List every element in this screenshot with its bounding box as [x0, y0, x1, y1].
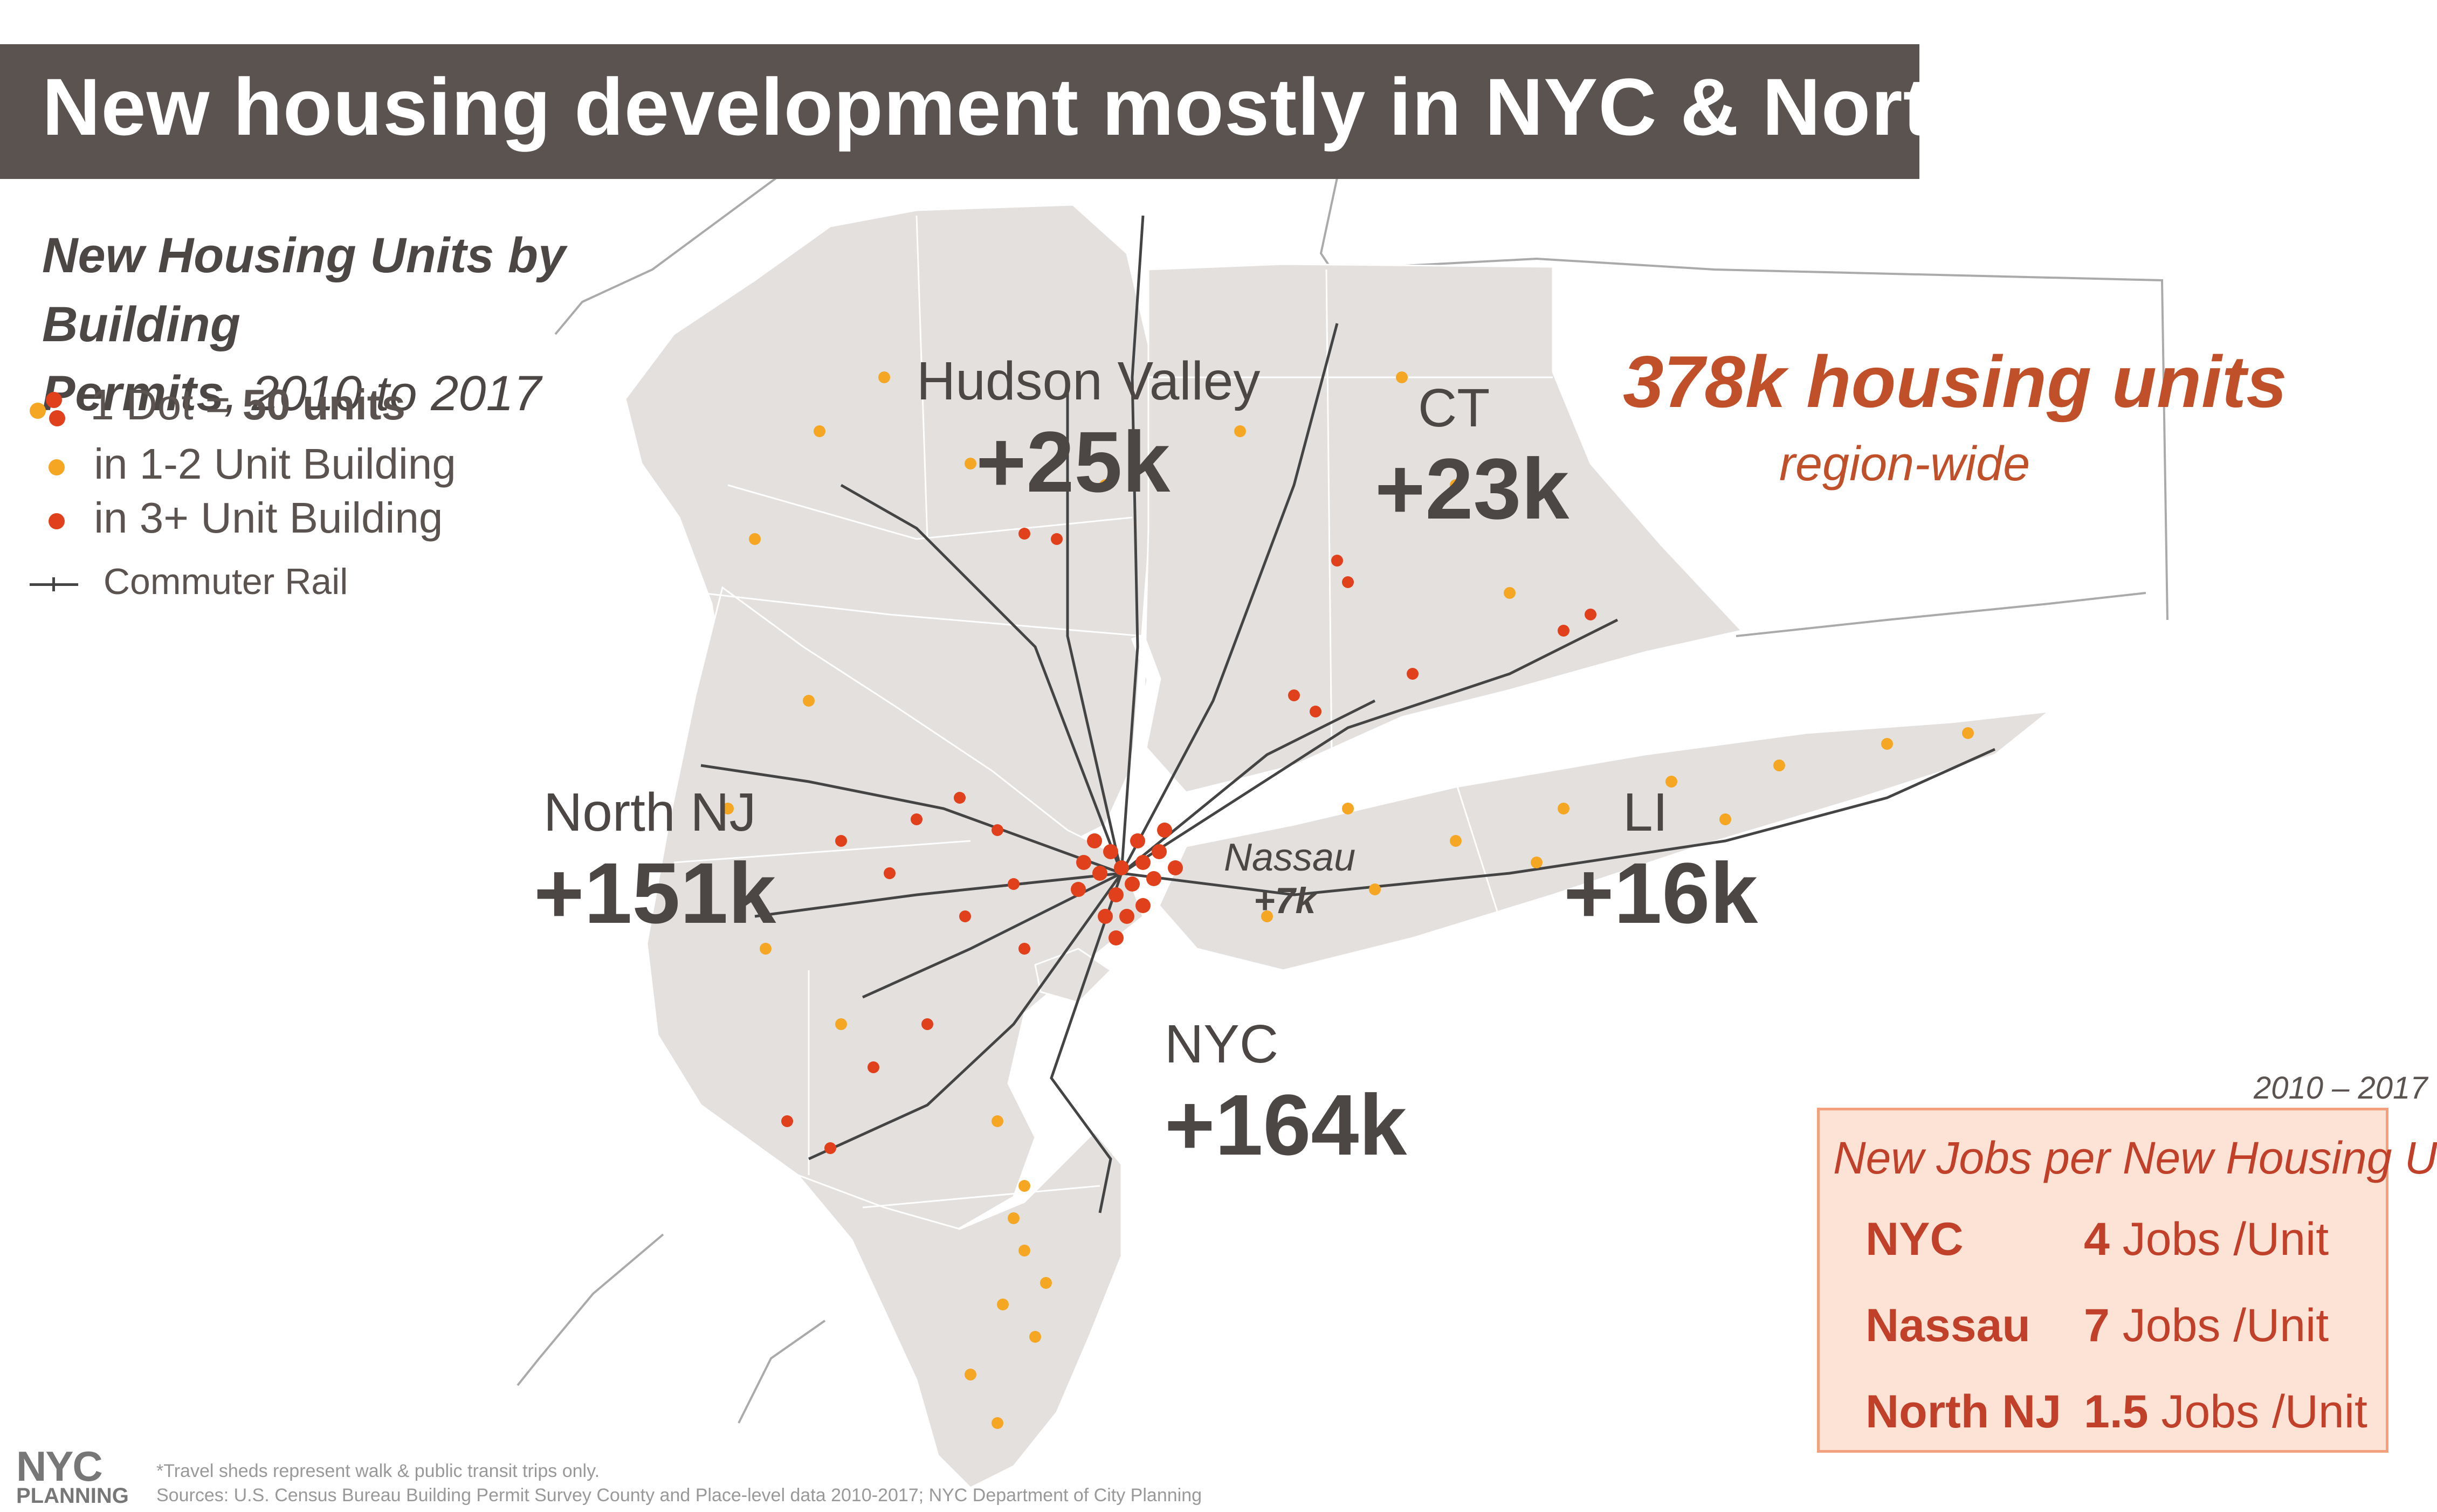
dot-cluster-large-buildings	[781, 528, 1596, 1154]
region-name: NYC	[1165, 1014, 1279, 1074]
legend-title: New Housing Units by Building Permits, 2…	[42, 221, 743, 428]
region-hudson-valley: Hudson Valley +25k	[917, 350, 1260, 512]
rail-line-icon	[30, 577, 78, 591]
north-nj-land	[646, 586, 1144, 1235]
dot-cluster-small-buildings	[722, 371, 1974, 1429]
region-nyc: NYC +164k	[1165, 1013, 1407, 1175]
red-dot-icon	[49, 513, 65, 529]
long-island-land	[1158, 710, 2052, 971]
total-housing-units: 378k housing units	[1623, 341, 2287, 423]
logo-nyc: NYC	[16, 1442, 103, 1490]
dot-cluster-nyc	[1071, 823, 1183, 945]
footnote: *Travel sheds represent walk & public tr…	[156, 1461, 600, 1481]
jobs-period: 2010 – 2017	[2254, 1071, 2428, 1106]
total-housing-units-scope: region-wide	[1779, 437, 2030, 491]
page-title: New housing development mostly in NYC & …	[42, 61, 2108, 152]
legend-commuter-rail: Commuter Rail	[30, 561, 348, 603]
legend-title-period: , 2010 to 2017	[224, 366, 541, 421]
jobs-number: 4	[2084, 1213, 2110, 1265]
jobs-place-nassau: Nassau	[1865, 1300, 2030, 1351]
legend-title-part-1: New Housing Units by Building	[42, 228, 566, 352]
dot-scale-prefix: 1 Dot =	[90, 381, 243, 429]
region-north-nj: North NJ +151k	[534, 782, 776, 943]
jobs-value-nassau: 7 Jobs /Unit	[2084, 1299, 2329, 1352]
hudson-river	[1120, 633, 1161, 810]
jobs-unit: Jobs /Unit	[2148, 1386, 2367, 1438]
orange-dot-icon	[49, 459, 65, 475]
sources-note: Sources: U.S. Census Bureau Building Per…	[156, 1485, 1202, 1506]
legend-large-buildings: in 3+ Unit Building	[49, 493, 443, 543]
jobs-number: 1.5	[2084, 1386, 2149, 1438]
rail-label: Commuter Rail	[103, 561, 348, 602]
jobs-number: 7	[2084, 1300, 2110, 1351]
nyc-planning-logo: NYC PLANNING	[16, 1442, 137, 1508]
region-name: North NJ	[543, 782, 756, 843]
region-ct: CT +23k	[1375, 377, 1569, 538]
legend-dot-scale: 1 Dot = 50 units	[30, 380, 405, 430]
central-nj-land	[795, 1130, 1123, 1489]
region-name: Nassau	[1224, 836, 1356, 879]
region-li: LI +16k	[1564, 782, 1758, 943]
dot-pair-icon	[30, 391, 78, 426]
region-value: +16k	[1564, 845, 1758, 941]
region-value: +23k	[1375, 440, 1569, 537]
legend-title-part-2: Permits	[42, 366, 224, 421]
jobs-value-north-nj: 1.5 Jobs /Unit	[2084, 1385, 2367, 1439]
region-nassau: Nassau +7k	[1224, 836, 1355, 922]
dot-scale-value: 50 units	[242, 381, 405, 429]
title-banner: New housing development mostly in NYC & …	[0, 44, 2108, 179]
jobs-place-north-nj: North NJ	[1865, 1386, 2062, 1438]
logo-planning: PLANNING	[16, 1484, 129, 1508]
region-name: CT	[1418, 378, 1490, 438]
region-value: +151k	[534, 845, 776, 941]
legend-small-buildings: in 1-2 Unit Building	[49, 439, 456, 489]
jobs-box-title: New Jobs per New Housing Unit	[1833, 1133, 2437, 1183]
jobs-value-nyc: 4 Jobs /Unit	[2084, 1213, 2329, 1266]
region-value: +164k	[1165, 1076, 1407, 1173]
region-value: +25k	[976, 413, 1171, 510]
region-value: +7k	[1254, 880, 1316, 921]
jobs-unit: Jobs /Unit	[2109, 1213, 2329, 1265]
large-building-label: in 3+ Unit Building	[94, 494, 443, 542]
commuter-rail-lines	[700, 215, 1996, 1213]
jobs-unit: Jobs /Unit	[2109, 1300, 2329, 1351]
region-name: LI	[1623, 782, 1668, 843]
region-name: Hudson Valley	[917, 351, 1261, 411]
small-building-label: in 1-2 Unit Building	[94, 440, 456, 488]
jobs-per-unit-box: New Jobs per New Housing Unit NYC 4 Jobs…	[1817, 1108, 2437, 1453]
jobs-place-nyc: NYC	[1865, 1213, 1964, 1265]
ct-land	[1142, 263, 1743, 793]
